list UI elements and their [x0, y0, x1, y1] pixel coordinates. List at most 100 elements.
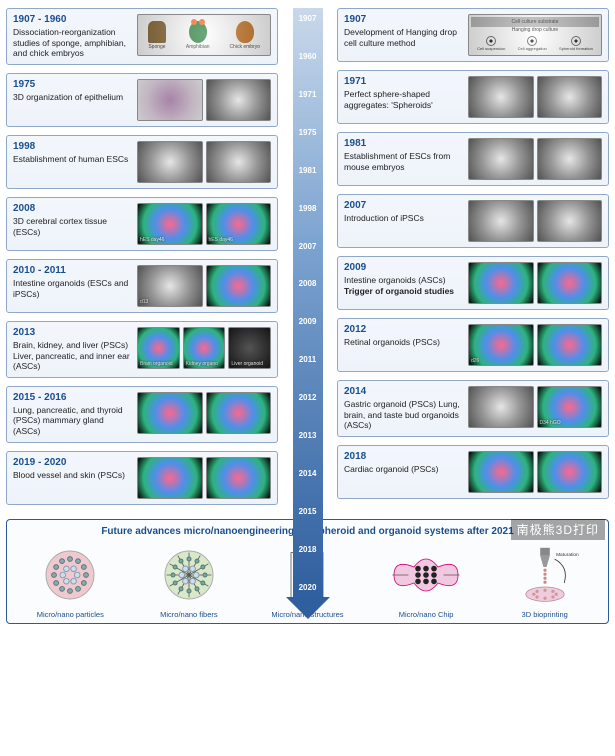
timeline-card: 2007 Introduction of iPSCs — [337, 194, 609, 248]
timeline-card: 1971 Perfect sphere-shaped aggregates: 'S… — [337, 70, 609, 124]
future-label: 3D bioprinting — [522, 610, 568, 619]
axis-tick: 2012 — [293, 393, 323, 402]
card-year: 2010 - 2011 — [13, 265, 131, 276]
timeline-card: 1998 Establishment of human ESCs — [6, 135, 278, 189]
card-thumbs: SpongeAmphibianChick embryo — [137, 14, 271, 59]
card-desc: Establishment of ESCs from mouse embryos — [344, 151, 462, 172]
center-axis: 1907196019711975198119982007200820092011… — [285, 8, 331, 628]
axis-tick: 2018 — [293, 545, 323, 554]
particles-icon — [13, 543, 128, 607]
thumb-dark: Liver organoid — [228, 327, 271, 369]
card-year: 2009 — [344, 262, 462, 273]
arrowhead-icon — [286, 597, 330, 619]
thumb-embryo: SpongeAmphibianChick embryo — [137, 14, 271, 56]
axis-tick: 2020 — [293, 583, 323, 592]
card-desc: Perfect sphere-shaped aggregates: 'Spher… — [344, 89, 462, 110]
card-thumbs: d26 — [468, 324, 602, 366]
card-year: 2015 - 2016 — [13, 392, 131, 403]
card-year: 1981 — [344, 138, 462, 149]
card-desc: Blood vessel and skin (PSCs) — [13, 470, 131, 481]
timeline-card: 1981 Establishment of ESCs from mouse emb… — [337, 132, 609, 186]
thumb-gray — [468, 76, 534, 118]
thumb-fluor: Kidney organo — [183, 327, 226, 369]
thumb-gray — [137, 141, 203, 183]
card-desc: Intestine organoids (ESCs and iPSCs) — [13, 278, 131, 299]
thumb-gray — [537, 76, 603, 118]
left-column: 1907 - 1960Dissociation-reorganization s… — [6, 8, 278, 505]
thumb-fluor — [137, 457, 203, 499]
trigger-text: Trigger of organoid studies — [344, 286, 462, 297]
future-item: Micro/nano particles — [13, 543, 128, 619]
axis-tick: 1960 — [293, 52, 323, 61]
card-thumbs: D34 hGO — [468, 386, 602, 431]
card-thumbs — [468, 76, 602, 118]
card-year: 2019 - 2020 — [13, 457, 131, 468]
svg-text:Maturation: Maturation — [556, 551, 579, 557]
axis-tick: 1998 — [293, 204, 323, 213]
thumb-fluor — [206, 265, 272, 307]
thumb-gray — [468, 386, 534, 428]
timeline-figure: 1907 - 1960Dissociation-reorganization s… — [0, 0, 615, 630]
card-thumbs: hES day46hES day46 — [137, 203, 271, 245]
thumb-gray — [468, 200, 534, 242]
card-desc: Establishment of human ESCs — [13, 154, 131, 165]
timeline-card: 1907 Development of Hanging drop cell cul… — [337, 8, 609, 62]
card-desc: Introduction of iPSCs — [344, 213, 462, 224]
card-year: 1971 — [344, 76, 462, 87]
future-label: Micro/nano Chip — [399, 610, 454, 619]
timeline-card: 2018Cardiac organoid (PSCs) — [337, 445, 609, 499]
axis-tick: 2011 — [293, 355, 323, 364]
thumb-fluor — [537, 262, 603, 304]
axis-tick: 2014 — [293, 469, 323, 478]
axis-tick: 1907 — [293, 14, 323, 23]
future-item: Micro/nano Chip — [369, 543, 484, 619]
thumb-gray — [537, 200, 603, 242]
card-desc: Cardiac organoid (PSCs) — [344, 464, 462, 475]
bioprint-icon: Maturation — [487, 543, 602, 607]
card-year: 2012 — [344, 324, 462, 335]
axis-tick: 2015 — [293, 507, 323, 516]
card-year: 2007 — [344, 200, 462, 211]
thumb-fluor: hES day46 — [137, 203, 203, 245]
thumb-gray — [206, 79, 272, 121]
card-year: 1907 — [344, 14, 462, 25]
card-thumbs: Brain organoidKidney organoLiver organoi… — [137, 327, 271, 372]
thumb-fluor — [537, 451, 603, 493]
timeline-card: 2015 - 2016Lung, pancreatic, and thyroid… — [6, 386, 278, 443]
thumb-fluor — [206, 457, 272, 499]
card-desc: 3D organization of epithelium — [13, 92, 131, 103]
card-desc: Gastric organoid (PSCs) Lung, brain, and… — [344, 399, 462, 431]
thumb-fluor — [137, 392, 203, 434]
card-year: 2008 — [13, 203, 131, 214]
watermark: 南极熊3D打印 — [511, 519, 605, 540]
card-year: 1998 — [13, 141, 131, 152]
timeline-card: 2012Retinal organoids (PSCs)d26 — [337, 318, 609, 372]
future-label: Micro/nano fibers — [160, 610, 218, 619]
card-desc: Intestine organoids (ASCs) — [344, 275, 462, 286]
card-thumbs — [137, 457, 271, 499]
axis-tick: 1981 — [293, 166, 323, 175]
card-year: 2014 — [344, 386, 462, 397]
thumb-fluor — [468, 451, 534, 493]
timeline-card: 2013 Brain, kidney, and liver (PSCs) Live… — [6, 321, 278, 378]
card-desc: Dissociation-reorganization studies of s… — [13, 27, 131, 59]
card-year: 2013 — [13, 327, 131, 338]
axis-tick: 2009 — [293, 317, 323, 326]
thumb-gray — [206, 141, 272, 183]
future-item: Maturation 3D bioprinting — [487, 543, 602, 619]
card-thumbs — [468, 262, 602, 304]
card-desc: Development of Hanging drop cell culture… — [344, 27, 462, 48]
year-axis: 1907196019711975198119982007200820092011… — [293, 8, 323, 598]
card-desc: 3D cerebral cortex tissue (ESCs) — [13, 216, 131, 237]
card-thumbs: Cell culture substrateHanging drop cultu… — [468, 14, 602, 56]
thumb-fluor — [206, 392, 272, 434]
timeline-card: 2019 - 2020 Blood vessel and skin (PSCs) — [6, 451, 278, 505]
thumb-hang: Cell culture substrateHanging drop cultu… — [468, 14, 602, 56]
timeline-card: 1907 - 1960Dissociation-reorganization s… — [6, 8, 278, 65]
thumb-gray: d13 — [137, 265, 203, 307]
card-thumbs — [468, 138, 602, 180]
thumb-fluor: Brain organoid — [137, 327, 180, 369]
axis-tick: 1975 — [293, 128, 323, 137]
thumb-fluor — [537, 324, 603, 366]
card-desc: Brain, kidney, and liver (PSCs) Liver, p… — [13, 340, 131, 372]
